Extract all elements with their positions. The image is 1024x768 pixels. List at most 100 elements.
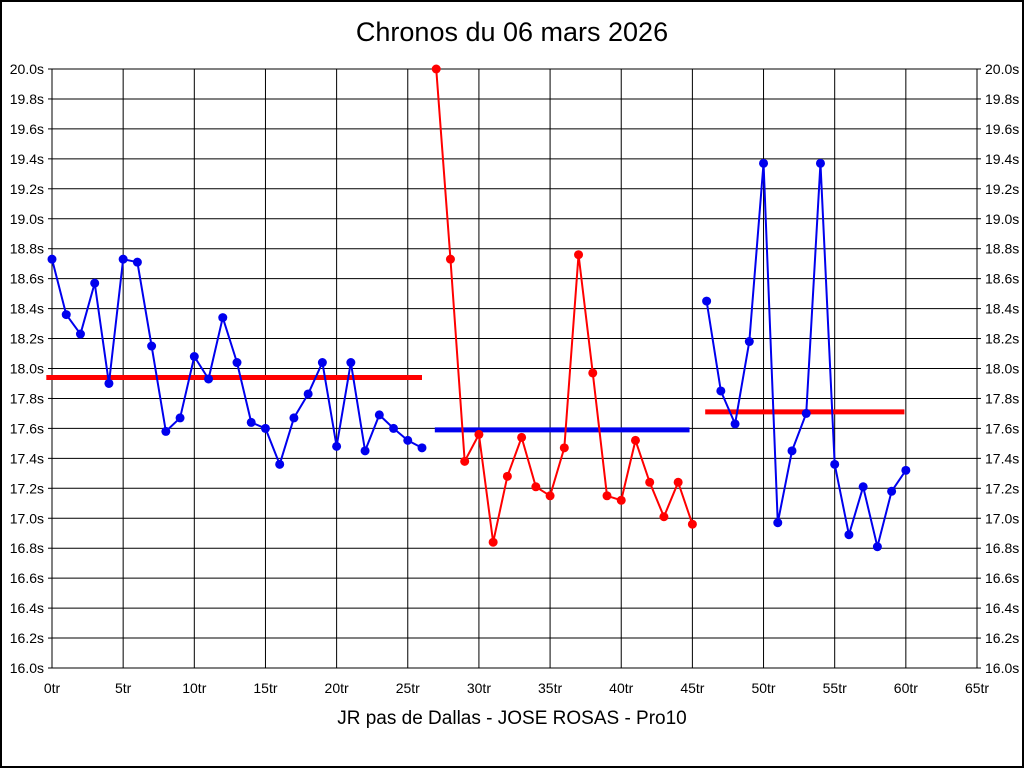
data-point-stint-2-red: [602, 491, 612, 501]
data-point-stint-2-red: [502, 471, 512, 481]
y-axis-tick-label-right: 19.2s: [985, 181, 1019, 197]
y-axis-tick-label-right: 16.8s: [985, 540, 1019, 556]
data-point-stint-1-blue: [47, 254, 57, 264]
series-line-stint-2-red: [435, 68, 694, 544]
y-axis-tick-label-left: 17.0s: [10, 510, 44, 526]
data-point-stint-1-blue: [175, 413, 185, 423]
data-point-stint-3-blue: [730, 419, 740, 429]
data-point-stint-1-blue: [417, 443, 427, 453]
y-axis-tick-label-right: 18.2s: [985, 331, 1019, 347]
y-axis-tick-label-left: 19.2s: [10, 181, 44, 197]
data-point-stint-1-blue: [90, 278, 100, 288]
data-point-stint-1-blue: [289, 413, 299, 423]
x-axis-tick-label: 65tr: [965, 680, 989, 696]
plot-border: [51, 68, 978, 669]
x-axis-tick-label: 40tr: [609, 680, 633, 696]
data-point-stint-3-blue: [787, 446, 797, 456]
data-point-stint-3-blue: [844, 530, 854, 540]
y-axis-tick-label-right: 19.0s: [985, 211, 1019, 227]
data-point-stint-3-blue: [773, 518, 783, 528]
data-point-stint-2-red: [559, 443, 569, 453]
y-axis-tick-label-left: 19.6s: [10, 121, 44, 137]
data-point-stint-1-blue: [332, 441, 342, 451]
data-point-stint-1-blue: [218, 313, 228, 323]
x-axis-tick-label: 50tr: [751, 680, 775, 696]
y-axis-tick-label-right: 18.8s: [985, 241, 1019, 257]
data-point-stint-2-red: [630, 435, 640, 445]
y-axis-tick-label-right: 20.0s: [985, 61, 1019, 77]
x-axis-tick-label: 60tr: [894, 680, 918, 696]
y-axis-tick-label-right: 17.8s: [985, 390, 1019, 406]
data-point-stint-2-red: [517, 432, 527, 442]
y-axis-tick-label-right: 16.6s: [985, 570, 1019, 586]
y-axis-tick-label-left: 16.4s: [10, 600, 44, 616]
x-axis-tick-label: 15tr: [253, 680, 277, 696]
chart-caption: JR pas de Dallas - JOSE ROSAS - Pro10: [337, 708, 687, 729]
y-axis-tick-label-left: 17.4s: [10, 450, 44, 466]
x-axis-tick-label: 10tr: [182, 680, 206, 696]
data-point-stint-1-blue: [75, 329, 85, 339]
data-point-stint-2-red: [531, 482, 541, 492]
y-axis-tick-label-right: 16.0s: [985, 660, 1019, 676]
y-axis-tick-label-left: 18.0s: [10, 361, 44, 377]
y-axis-tick-label-left: 18.8s: [10, 241, 44, 257]
y-axis-tick-label-left: 20.0s: [10, 61, 44, 77]
x-axis-tick-label: 35tr: [538, 680, 562, 696]
data-point-stint-3-blue: [759, 158, 769, 168]
data-point-stint-2-red: [659, 512, 669, 522]
data-point-stint-2-red: [588, 368, 598, 378]
data-point-stint-2-red: [460, 456, 470, 466]
x-axis-tick-label: 45tr: [680, 680, 704, 696]
data-point-stint-3-blue: [887, 486, 897, 496]
data-point-stint-2-red: [445, 254, 455, 264]
data-point-stint-3-blue: [872, 542, 882, 552]
data-point-stint-1-blue: [246, 417, 256, 427]
y-axis-tick-label-left: 16.6s: [10, 570, 44, 586]
data-point-stint-1-blue: [317, 358, 327, 368]
y-axis-tick-label-right: 18.0s: [985, 361, 1019, 377]
y-axis-tick-label-right: 17.6s: [985, 420, 1019, 436]
data-point-stint-1-blue: [360, 446, 370, 456]
data-point-stint-2-red: [687, 519, 697, 529]
data-point-stint-3-blue: [702, 296, 712, 306]
y-axis-tick-label-left: 18.4s: [10, 301, 44, 317]
chart-title: Chronos du 06 mars 2026: [355, 17, 669, 47]
y-axis-tick-label-right: 16.2s: [985, 630, 1019, 646]
data-point-stint-1-blue: [389, 423, 399, 433]
y-axis-tick-label-right: 18.6s: [985, 271, 1019, 287]
data-point-stint-2-red: [431, 64, 441, 74]
y-axis-tick-label-right: 18.4s: [985, 301, 1019, 317]
y-axis-tick-label-right: 19.4s: [985, 151, 1019, 167]
data-point-stint-1-blue: [204, 374, 214, 384]
data-point-stint-1-blue: [260, 423, 270, 433]
x-axis-tick-label: 0tr: [44, 680, 61, 696]
y-axis-tick-label-left: 16.2s: [10, 630, 44, 646]
x-axis-tick-label: 20tr: [325, 680, 349, 696]
data-point-stint-1-blue: [232, 358, 242, 368]
y-axis-tick-label-right: 19.8s: [985, 91, 1019, 107]
y-axis-tick-label-left: 19.4s: [10, 151, 44, 167]
data-point-stint-1-blue: [61, 310, 71, 320]
data-point-stint-2-red: [645, 477, 655, 487]
data-point-stint-2-red: [574, 250, 584, 260]
data-point-stint-1-blue: [118, 254, 128, 264]
data-point-stint-2-red: [545, 491, 555, 501]
data-point-stint-1-blue: [161, 426, 171, 436]
x-axis-tick-label: 55tr: [823, 680, 847, 696]
y-axis-tick-label-left: 19.8s: [10, 91, 44, 107]
data-point-stint-1-blue: [303, 389, 313, 399]
data-point-stint-3-blue: [830, 459, 840, 469]
y-axis-tick-label-right: 19.6s: [985, 121, 1019, 137]
data-point-stint-1-blue: [374, 410, 384, 420]
series-line-stint-3-blue: [705, 162, 907, 548]
y-axis-tick-label-left: 16.8s: [10, 540, 44, 556]
data-point-stint-1-blue: [104, 378, 114, 388]
data-point-stint-1-blue: [189, 352, 199, 362]
data-point-stint-2-red: [474, 429, 484, 439]
data-point-stint-3-blue: [901, 465, 911, 475]
x-axis-tick-label: 25tr: [396, 680, 420, 696]
data-point-stint-1-blue: [346, 358, 356, 368]
data-point-stint-3-blue: [858, 482, 868, 492]
y-axis-tick-label-left: 18.2s: [10, 331, 44, 347]
